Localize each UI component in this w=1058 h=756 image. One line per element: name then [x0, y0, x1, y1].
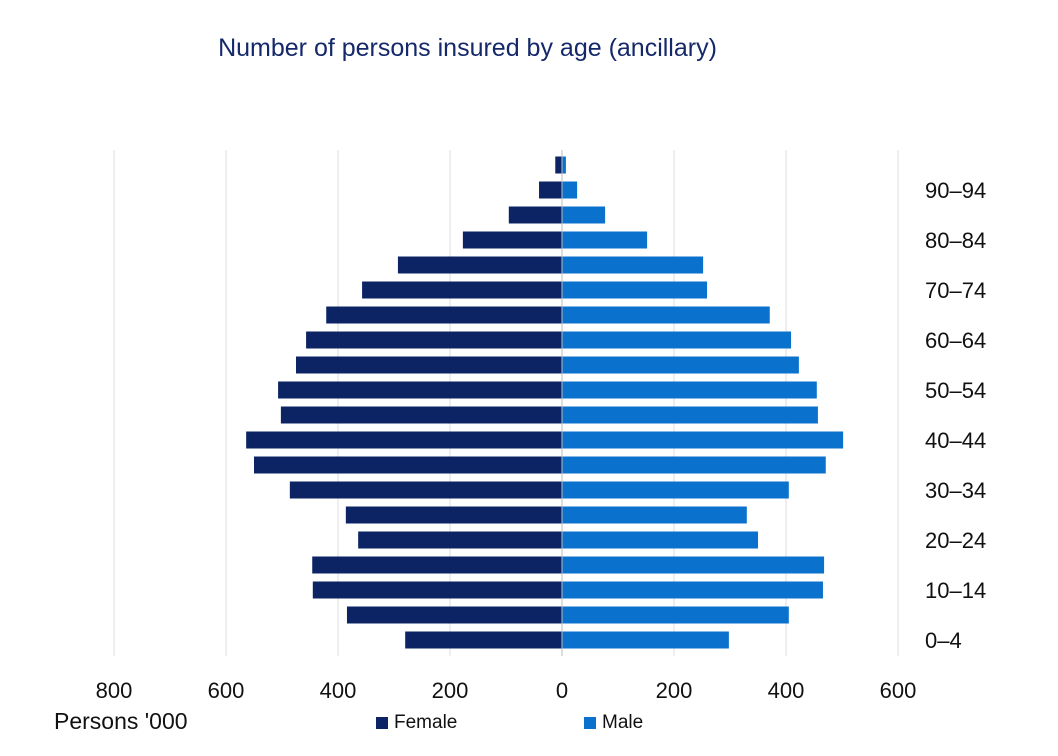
- x-tick-label: 200: [656, 678, 693, 703]
- bar-female: [278, 381, 562, 399]
- bar-male: [562, 156, 566, 174]
- bar-male: [562, 506, 747, 524]
- bar-female: [539, 181, 562, 199]
- bar-female: [289, 481, 562, 499]
- x-tick-label: 600: [208, 678, 245, 703]
- bar-female: [358, 531, 562, 549]
- bar-male: [562, 306, 770, 324]
- bar-female: [397, 256, 562, 274]
- bar-female: [312, 581, 562, 599]
- bar-male: [562, 581, 823, 599]
- legend-label-female: Female: [394, 712, 458, 733]
- x-tick-label: 400: [768, 678, 805, 703]
- legend-label-male: Male: [602, 712, 644, 733]
- bar-female: [405, 631, 562, 649]
- y-tick-label: 60–64: [925, 328, 986, 353]
- bar-female: [508, 206, 562, 224]
- chart-title: Number of persons insured by age (ancill…: [218, 34, 717, 62]
- bar-male: [562, 481, 789, 499]
- legend-item-female: Female: [376, 712, 457, 734]
- legend-item-male: Male: [584, 712, 643, 734]
- bar-male: [562, 631, 729, 649]
- y-tick-label: 40–44: [925, 428, 986, 453]
- bar-male: [562, 456, 826, 474]
- x-tick-label: 600: [880, 678, 917, 703]
- y-tick-label: 80–84: [925, 228, 986, 253]
- bar-male: [562, 206, 606, 224]
- bar-male: [562, 331, 792, 349]
- x-tick-label: 200: [432, 678, 469, 703]
- bar-female: [296, 356, 562, 374]
- bar-female: [346, 606, 562, 624]
- x-tick-label: 0: [556, 678, 568, 703]
- y-tick-label: 50–54: [925, 378, 986, 403]
- bar-male: [562, 231, 648, 249]
- bar-female: [312, 556, 562, 574]
- x-tick-label: 400: [320, 678, 357, 703]
- bar-female: [326, 306, 562, 324]
- y-tick-label: 30–34: [925, 478, 986, 503]
- bar-female: [555, 156, 562, 174]
- y-tick-label: 0–4: [925, 628, 962, 653]
- bar-female: [246, 431, 562, 449]
- legend-swatch-male: [584, 717, 596, 729]
- y-tick-label: 20–24: [925, 528, 986, 553]
- bar-male: [562, 281, 708, 299]
- bar-male: [562, 606, 789, 624]
- bar-male: [562, 406, 818, 424]
- bar-female: [462, 231, 562, 249]
- bar-male: [562, 256, 704, 274]
- bar-female: [306, 331, 562, 349]
- bar-male: [562, 381, 817, 399]
- bar-female: [280, 406, 562, 424]
- bar-male: [562, 181, 578, 199]
- bar-male: [562, 356, 799, 374]
- bar-female: [345, 506, 562, 524]
- bar-female: [254, 456, 562, 474]
- legend-swatch-female: [376, 717, 388, 729]
- y-tick-label: 90–94: [925, 178, 986, 203]
- y-tick-label: 10–14: [925, 578, 986, 603]
- bar-female: [362, 281, 562, 299]
- x-tick-label: 800: [96, 678, 133, 703]
- x-axis-label: Persons '000: [54, 708, 188, 734]
- bar-male: [562, 531, 758, 549]
- bar-male: [562, 556, 825, 574]
- bar-male: [562, 431, 844, 449]
- y-tick-label: 70–74: [925, 278, 986, 303]
